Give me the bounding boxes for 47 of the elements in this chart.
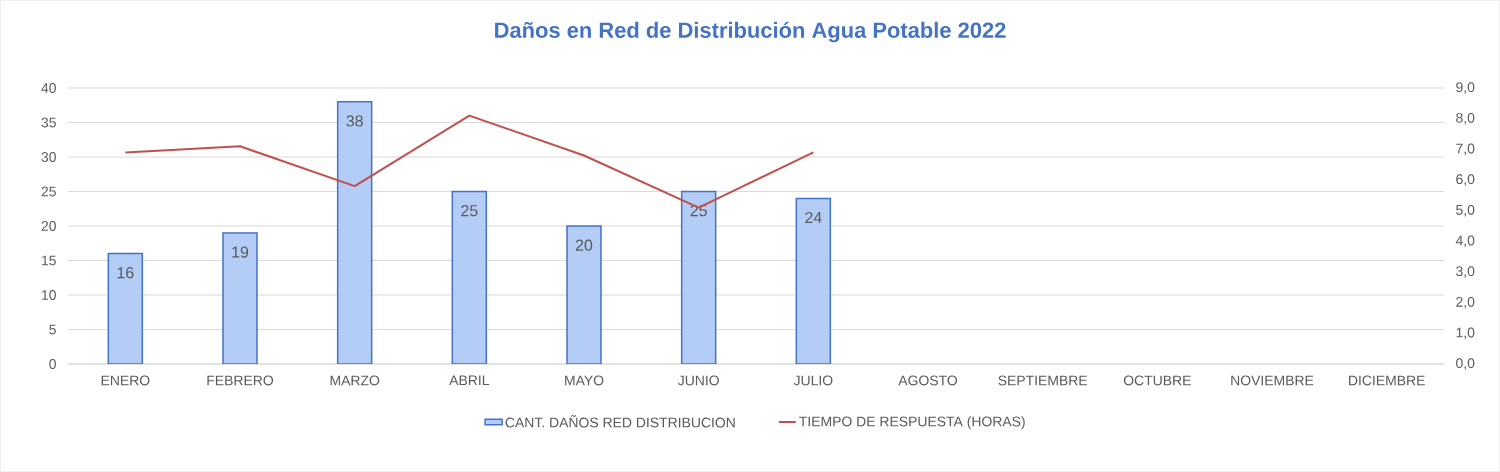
y-tick-label: 15	[42, 255, 56, 266]
bar	[451, 190, 488, 364]
y2-tick-label: 7,0	[1456, 143, 1475, 156]
y2-tick-label: 8,0	[1456, 112, 1475, 125]
y-tick-label: 5	[49, 324, 56, 335]
data-label: 16	[117, 267, 134, 279]
y2-tick-label: 4,0	[1455, 235, 1475, 248]
x-tick-label: ENERO	[101, 375, 150, 386]
y2-tick-label: 5,0	[1456, 204, 1475, 217]
y-tick-label: 25	[41, 186, 56, 197]
y-tick-label: 35	[41, 117, 56, 128]
bar	[222, 232, 258, 364]
chart-title: Daños en Red de Distribución Agua Potable 2022	[495, 21, 1006, 43]
y-tick-label: 20	[41, 221, 56, 231]
y-tick-label: 10	[42, 290, 56, 300]
bar	[795, 197, 832, 364]
x-tick-label: MARZO	[330, 375, 380, 386]
data-label: 20	[575, 239, 593, 251]
x-tick-label: OCTUBRE	[1123, 375, 1191, 386]
x-tick-label: AGOSTO	[898, 375, 958, 386]
bar	[680, 190, 717, 364]
y-tick-label: 0	[49, 359, 56, 369]
y2-tick-label: 9,0	[1456, 82, 1475, 94]
data-label: 19	[232, 246, 249, 258]
data-label: 38	[346, 115, 363, 127]
data-label: 25	[461, 205, 478, 217]
x-tick-label: JULIO	[793, 375, 833, 386]
y2-tick-label: 2,0	[1456, 296, 1475, 309]
x-tick-label: MAYO	[565, 375, 604, 386]
x-tick-label: NOVIEMBRE	[1231, 375, 1314, 386]
y-tick-label: 40	[41, 83, 56, 93]
y2-tick-label: 0,0	[1456, 358, 1475, 370]
bar	[566, 225, 602, 364]
data-label: 24	[805, 211, 822, 224]
x-tick-label: SEPTIEMBRE	[998, 375, 1088, 386]
x-tick-label: FEBRERO	[207, 375, 274, 386]
x-tick-label: JUNIO	[677, 375, 719, 386]
y2-tick-label: 6,0	[1456, 174, 1475, 186]
legend-label: TIEMPO DE RESPUESTA (HORAS)	[799, 416, 1025, 430]
y2-tick-label: 3,0	[1456, 266, 1475, 278]
bar	[107, 252, 144, 364]
x-tick-label: DICIEMBRE	[1349, 375, 1425, 386]
x-tick-label: ABRIL	[449, 375, 490, 386]
bar	[336, 101, 373, 364]
legend-label: CANT. DAÑOS RED DISTRIBUCION	[505, 415, 735, 428]
y-tick-label: 30	[41, 152, 56, 162]
y2-tick-label: 1,0	[1456, 327, 1475, 340]
